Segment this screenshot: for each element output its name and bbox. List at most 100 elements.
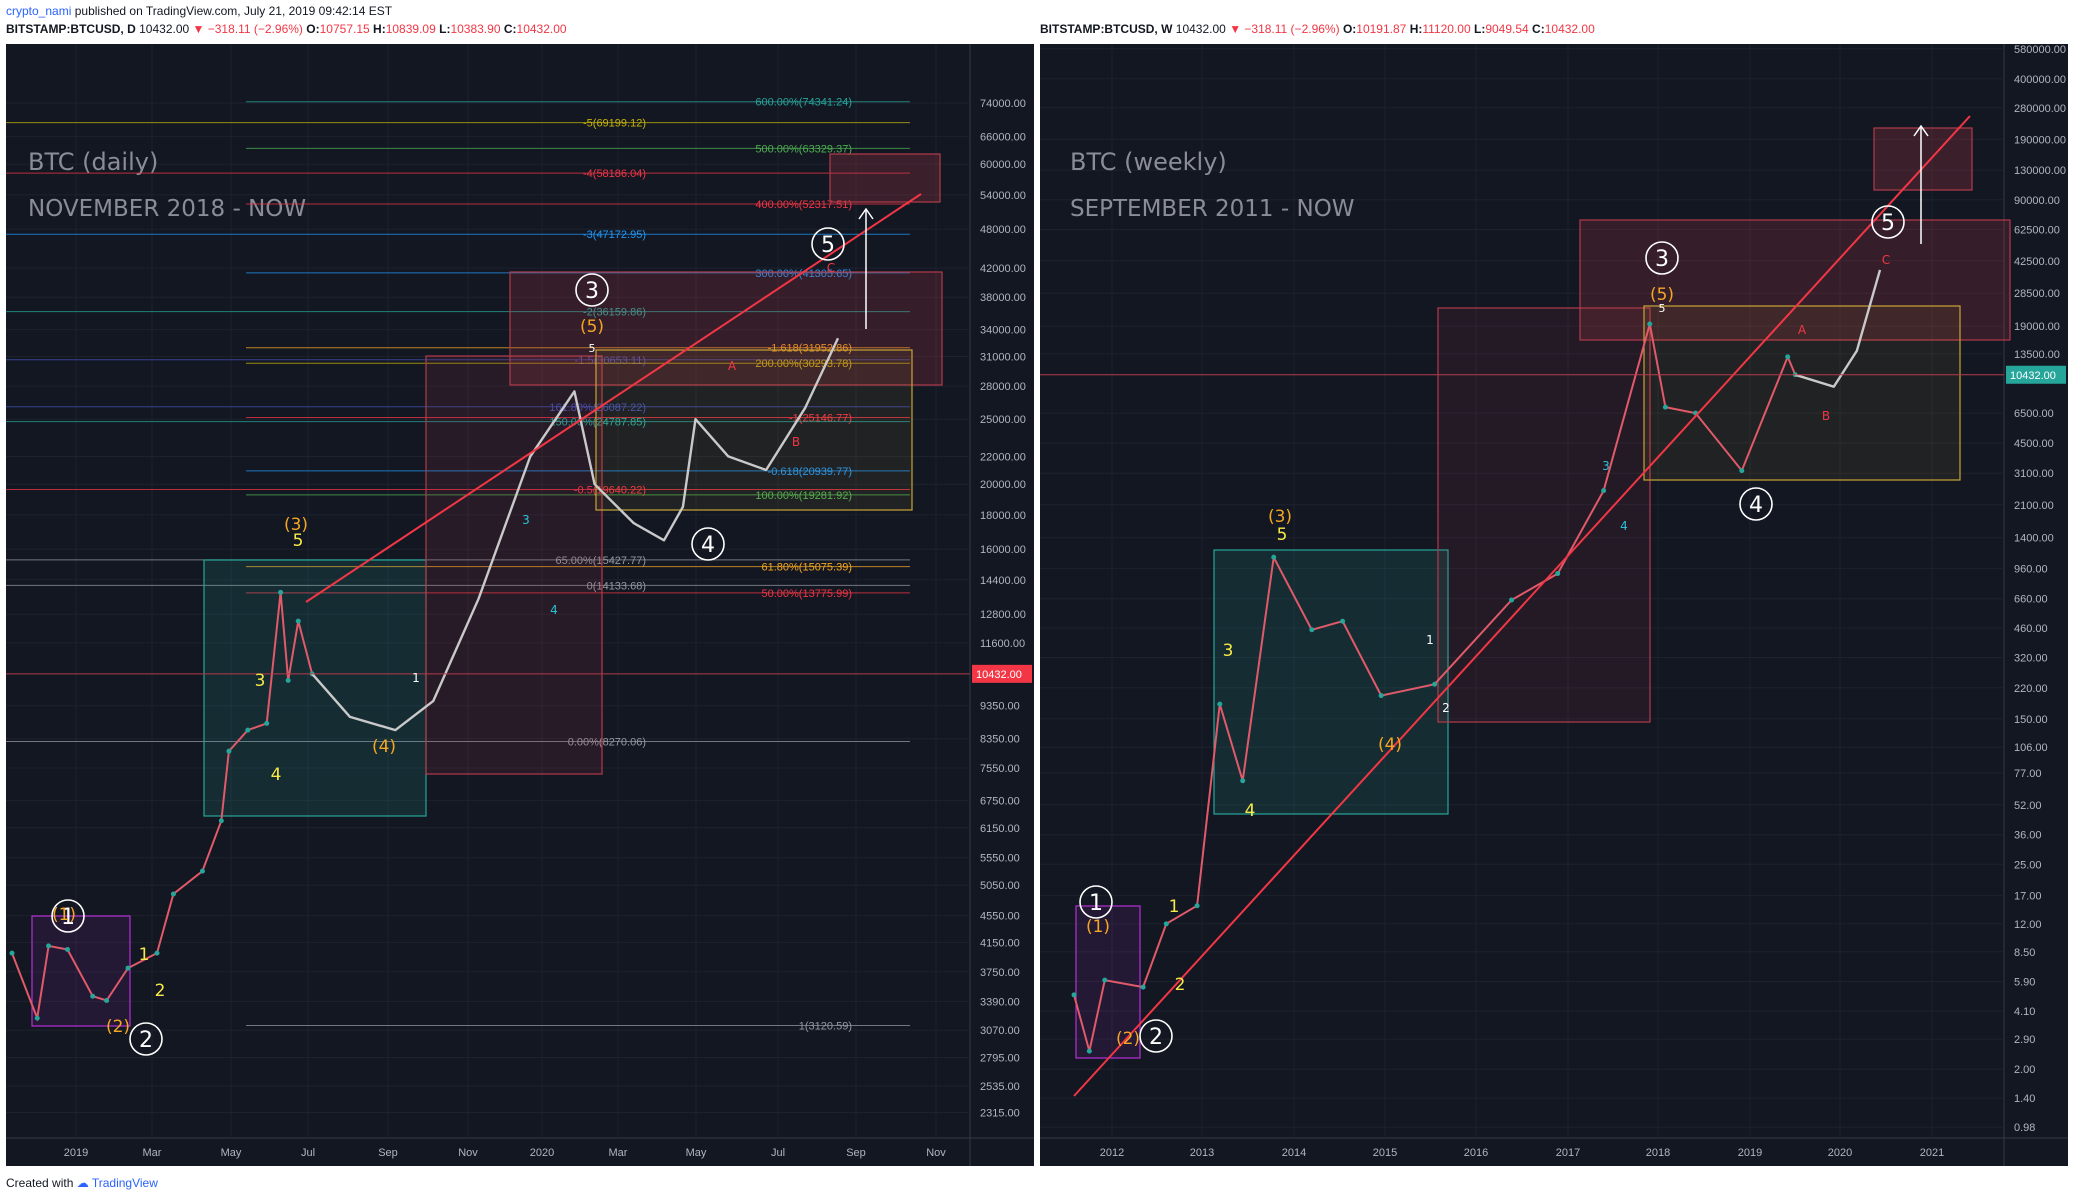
y-tick-label: 3100.00: [2014, 468, 2054, 480]
y-tick-label: 60000.00: [980, 159, 1026, 171]
author-link[interactable]: crypto_nami: [6, 4, 72, 18]
price-point: [226, 748, 232, 754]
x-tick-label: May: [221, 1147, 242, 1159]
wave-label: 5: [1659, 302, 1666, 315]
left-high: 10839.09: [385, 22, 436, 36]
price-point: [104, 997, 110, 1003]
y-tick-label: 0.98: [2014, 1122, 2035, 1134]
x-tick-label: Jul: [301, 1147, 315, 1159]
wave-label: 3: [255, 671, 266, 691]
left-ohlc-line: BITSTAMP:BTCUSD, D 10432.00 ▼ −318.11 (−…: [6, 22, 567, 36]
fib-level-label: 600.00%(74341.24): [755, 97, 852, 109]
zone-box: [1873, 127, 1973, 191]
y-tick-label: 48000.00: [980, 224, 1026, 236]
y-tick-label: 280000.00: [2014, 103, 2066, 115]
y-tick-label: 18000.00: [980, 510, 1026, 522]
wave-label: (4): [372, 737, 396, 757]
target-arrow-head: [858, 207, 874, 220]
fib-level-label: -4(58186.04): [583, 168, 646, 180]
x-tick-label: 2020: [1828, 1147, 1852, 1159]
wave-label: (3): [1268, 507, 1292, 527]
zone-box: [829, 153, 941, 203]
y-tick-label: 106.00: [2014, 742, 2048, 754]
chart-title: BTC (weekly): [1070, 148, 1227, 176]
price-point: [264, 720, 270, 726]
y-tick-label: 77.00: [2014, 768, 2042, 780]
zone-box: [425, 355, 603, 775]
wave-label: 2: [155, 981, 166, 1001]
fib-level-label: 500.00%(63329.37): [755, 143, 852, 155]
trend-line: [305, 193, 922, 603]
y-tick-label: 460.00: [2014, 623, 2048, 635]
price-point: [1509, 597, 1515, 603]
fib-level-label: -0.5(19640.22): [574, 485, 646, 497]
y-tick-label: 8.50: [2014, 947, 2035, 959]
weekly-chart-svg[interactable]: 580000.00400000.00280000.00190000.001300…: [1040, 44, 2068, 1166]
wave-label: 2: [1442, 701, 1450, 715]
fib-level-label: 50.00%(13775.99): [761, 588, 852, 600]
chart-title: BTC (daily): [28, 148, 158, 176]
y-tick-label: 52.00: [2014, 800, 2042, 812]
y-tick-label: 2.90: [2014, 1034, 2035, 1046]
y-tick-label: 36.00: [2014, 830, 2042, 842]
wave-label: (1): [1086, 917, 1110, 937]
y-tick-label: 90000.00: [2014, 195, 2060, 207]
price-point: [199, 868, 205, 874]
y-tick-label: 5550.00: [980, 853, 1020, 865]
y-tick-label: 4150.00: [980, 937, 1020, 949]
wave-label: 4: [550, 603, 558, 617]
left-low: 10383.90: [450, 22, 501, 36]
y-tick-label: 660.00: [2014, 594, 2048, 606]
zone-box: [1579, 219, 2011, 341]
daily-chart-svg[interactable]: 74000.00 66000.00 60000.00 54000.00 48000.00…: [6, 44, 1034, 1166]
price-point: [1785, 354, 1791, 360]
wave-label: (5): [580, 317, 604, 337]
price-point: [1194, 903, 1200, 909]
y-tick-label: 2535.00: [980, 1081, 1020, 1093]
y-tick-label: 25000.00: [980, 414, 1026, 426]
wave-label: 1: [412, 671, 420, 685]
target-arrow-head: [1913, 124, 1929, 137]
y-tick-label: 5050.00: [980, 880, 1020, 892]
wave-label: 1: [1169, 897, 1180, 917]
y-tick-label: 25.00: [2014, 859, 2042, 871]
last-price-badge: [972, 664, 1032, 683]
fib-level-label: 65.00%(15427.77): [555, 555, 646, 567]
price-point: [1217, 701, 1223, 707]
wave-label: 4: [701, 533, 715, 558]
price-point: [1555, 571, 1561, 577]
right-high: 11120.00: [1422, 22, 1471, 36]
footer-brand[interactable]: TradingView: [91, 1176, 158, 1190]
y-tick-label: 320.00: [2014, 652, 2048, 664]
wave-circle: [1645, 241, 1679, 275]
wave-label: 3: [1602, 459, 1610, 473]
right-low: 9049.54: [1485, 22, 1529, 36]
wave-label: C: [827, 261, 835, 275]
y-tick-label: 400000.00: [2014, 74, 2066, 86]
y-tick-label: 42500.00: [2014, 256, 2060, 268]
wave-label: 5: [821, 233, 835, 258]
wave-label: (4): [1378, 735, 1402, 755]
wave-label: 2: [139, 1028, 153, 1053]
wave-circle: [51, 899, 85, 933]
publish-line: crypto_nami published on TradingView.com…: [6, 4, 392, 18]
wave-circle: [1871, 205, 1905, 239]
y-tick-label: 17.00: [2014, 891, 2042, 903]
weekly-chart-panel[interactable]: 580000.00 400000.00 280000.00 190000.00 1300…: [1040, 44, 2068, 1166]
projection-line: [311, 337, 840, 732]
footer: Created with ☁ TradingView: [6, 1176, 158, 1190]
x-tick-label: 2015: [1373, 1147, 1397, 1159]
y-tick-label: 960.00: [2014, 563, 2048, 575]
zone-box: [1437, 307, 1651, 723]
price-point: [90, 993, 96, 999]
price-point: [1271, 554, 1277, 560]
y-tick-label: 13500.00: [2014, 349, 2060, 361]
chart-subtitle: NOVEMBER 2018 - NOW: [28, 196, 306, 222]
price-point: [1163, 921, 1169, 927]
daily-chart-panel[interactable]: 74000.00 66000.00 60000.00 54000.00 48000.00…: [6, 44, 1034, 1166]
wave-circle: [1139, 1019, 1173, 1053]
price-point: [1601, 488, 1607, 494]
right-symbol: BITSTAMP:BTCUSD, W: [1040, 22, 1173, 36]
wave-label: A: [728, 359, 737, 373]
y-tick-label: 28000.00: [980, 381, 1026, 393]
